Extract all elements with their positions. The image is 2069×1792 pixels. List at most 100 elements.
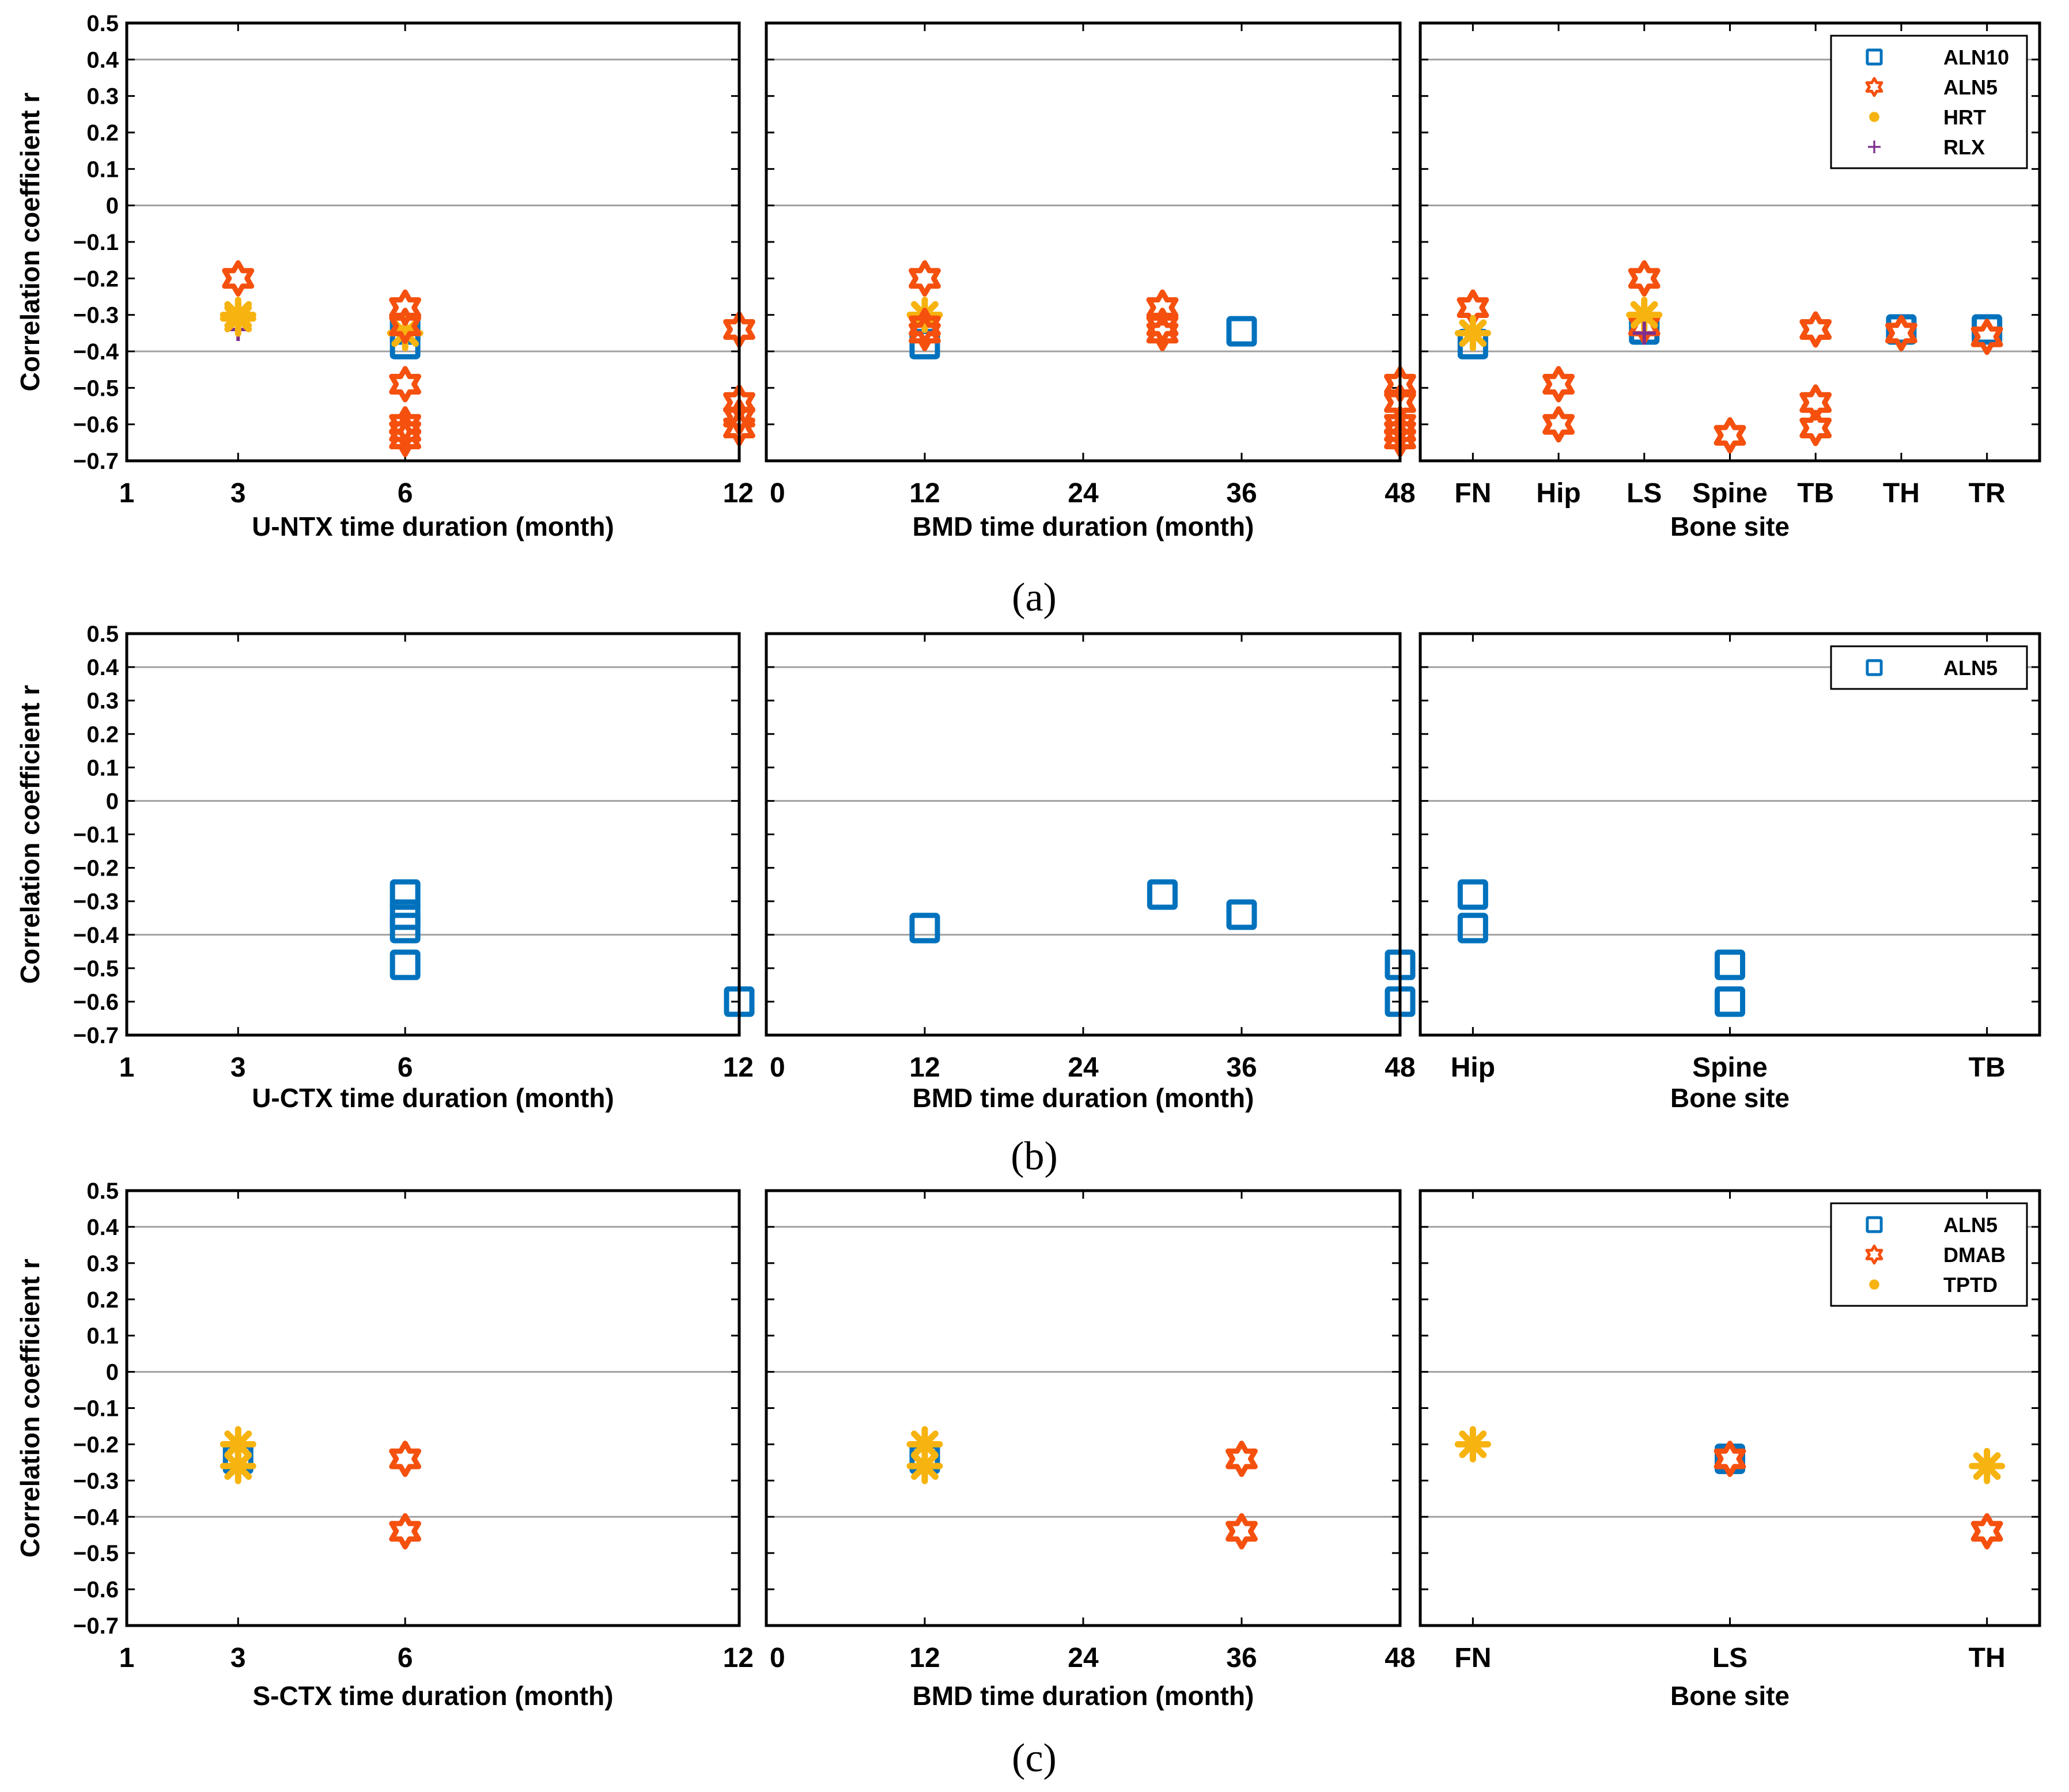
y-tick-label: 0.5	[86, 622, 119, 647]
y-tick-label: −0.5	[73, 376, 119, 401]
y-tick-label: 0.4	[86, 1215, 119, 1240]
x-tick-label: 1	[119, 1052, 135, 1083]
data-point	[1970, 1513, 2003, 1549]
y-axis-label: Correlation coefficient r	[15, 1259, 45, 1558]
y-tick-label: −0.2	[73, 266, 119, 291]
legend-label: ALN5	[1943, 656, 1998, 680]
subplot-b-2: 0 12 24 36 48 BMD time duration (month)	[765, 632, 1416, 1113]
x-category-label: Spine	[1692, 478, 1768, 509]
x-tick-label: 0	[770, 1052, 785, 1083]
series-aln5	[909, 260, 1416, 457]
data-point	[909, 308, 941, 344]
legend: ALN5	[1830, 645, 2028, 690]
x-axis-label: Bone site	[1670, 1083, 1790, 1113]
asterisk-core	[230, 1458, 246, 1474]
data-point	[389, 406, 422, 443]
axes-frame	[125, 632, 741, 1037]
x-tick-label: 24	[1068, 1052, 1099, 1083]
x-tick-label: 24	[1068, 478, 1099, 509]
y-tick-label: 0.3	[86, 84, 119, 109]
x-tick-label: 12	[723, 1052, 754, 1083]
y-tick-label: 0.1	[86, 755, 119, 781]
panel-caption: (c)	[1012, 1736, 1057, 1780]
legend-marker	[1865, 77, 1883, 97]
y-tick-label: 0.4	[86, 47, 119, 73]
legend-label: RLX	[1943, 135, 1985, 159]
y-tick-label: 0.3	[86, 688, 119, 714]
x-tick-label: 3	[230, 478, 246, 509]
asterisk-core	[1636, 307, 1652, 323]
x-tick-label: 48	[1385, 1643, 1415, 1673]
y-tick-label: 0	[106, 789, 119, 814]
series-aln5	[1457, 879, 1745, 1017]
y-tick-label: −0.3	[73, 889, 119, 915]
data-point	[1225, 1513, 1258, 1549]
y-tick-label: −0.1	[73, 1396, 119, 1422]
x-category-label: LS	[1627, 478, 1662, 509]
data-point	[389, 912, 421, 944]
asterisk-core	[1465, 325, 1481, 341]
series-tptd	[220, 1426, 256, 1484]
x-category-label: Hip	[1536, 478, 1580, 509]
series-rlx	[1632, 321, 1656, 345]
y-tick-label: 0.5	[86, 11, 119, 36]
series-aln5	[1457, 260, 2003, 454]
subplot-b-3: Hip Spine TB Bone site ALN5	[1419, 632, 2041, 1113]
data-point	[1628, 260, 1661, 297]
series-dmab	[389, 1441, 422, 1549]
panel-a: Correlation coefficient r 0.5 0.4 0.3 0.2 0.1…	[15, 11, 2041, 620]
data-point	[1146, 289, 1179, 326]
panel-caption: (b)	[1011, 1134, 1058, 1179]
data-point	[1714, 1441, 1746, 1477]
asterisk-core	[917, 1458, 932, 1474]
data-point	[222, 260, 255, 297]
asterisk-core	[1465, 1437, 1481, 1452]
x-tick-label: 1	[119, 1643, 135, 1673]
y-tick-label: 0.2	[86, 1287, 119, 1313]
legend-label: DMAB	[1943, 1243, 2006, 1267]
data-point	[1969, 1448, 2006, 1484]
data-point	[1542, 366, 1575, 403]
x-category-label: TH	[1883, 478, 1920, 509]
y-tick-label: 0.5	[86, 1179, 119, 1204]
data-point	[389, 949, 421, 980]
data-point	[1454, 1426, 1491, 1463]
x-tick-label: 6	[398, 478, 413, 509]
data-point	[1457, 879, 1488, 910]
legend-marker	[1865, 1244, 1883, 1265]
subplot-a-1: 0.5 0.4 0.3 0.2 0.1 0 −0.1 −0.2 −0.3 −0.4 −0.5 −0.6…	[73, 11, 755, 541]
legend-box	[1830, 1202, 2028, 1307]
x-tick-label: 12	[909, 1052, 940, 1083]
axes-frame	[765, 632, 1402, 1037]
legend-box	[1830, 35, 2028, 169]
panel-c: Correlation coefficient r 0.5 0.4 0.3 0.2 0.1…	[15, 1179, 2041, 1780]
x-tick-label: 12	[909, 478, 940, 509]
data-point	[1715, 986, 1745, 1017]
x-category-label: TB	[1969, 1052, 2006, 1083]
y-tick-label: 0.2	[86, 120, 119, 146]
legend-marker	[1866, 48, 1883, 66]
data-point	[1454, 315, 1491, 351]
data-point	[909, 912, 940, 944]
legend-label: ALN5	[1943, 1213, 1998, 1237]
x-tick-label: 3	[230, 1052, 246, 1083]
data-point	[220, 1426, 256, 1463]
y-tick-label: −0.2	[73, 856, 119, 881]
data-point	[220, 1448, 256, 1484]
data-point	[1970, 319, 2003, 355]
y-tick-label: −0.7	[73, 1023, 119, 1048]
y-tick-label: −0.5	[73, 956, 119, 982]
legend-label: ALN5	[1943, 75, 1998, 99]
legend-label: TPTD	[1943, 1273, 1998, 1297]
legend: ALN10 ALN5 HRT RLX	[1830, 35, 2028, 169]
y-axis-label: Correlation coefficient r	[15, 685, 45, 984]
data-point	[389, 1513, 422, 1549]
x-category-label: Spine	[1692, 1052, 1768, 1083]
data-point	[389, 420, 422, 457]
data-point	[1799, 384, 1832, 421]
x-tick-label: 12	[909, 1643, 940, 1673]
y-tick-label: 0	[106, 194, 119, 219]
subplot-c-1: 0.5 0.4 0.3 0.2 0.1 0 −0.1 −0.2 −0.3 −0.4 −0.5 −0.6…	[73, 1179, 754, 1711]
x-tick-label: 24	[1068, 1643, 1099, 1673]
